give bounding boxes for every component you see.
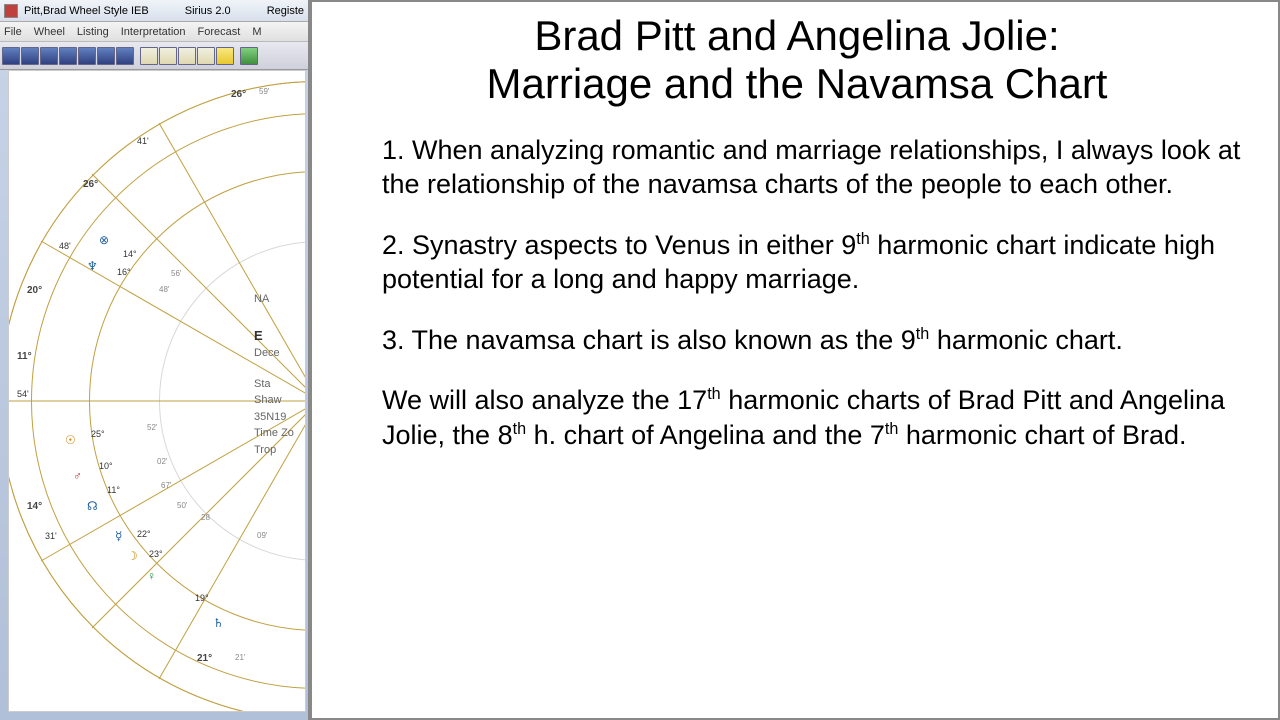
info-l7: Time Zo: [254, 425, 294, 442]
chart-info: NA E Dece Sta Shaw 35N19 Time Zo Trop: [254, 291, 294, 458]
info-l1: NA: [254, 291, 294, 308]
lbl: 54': [17, 389, 29, 399]
lbl: 56': [171, 269, 181, 278]
tb-13[interactable]: [240, 47, 258, 65]
lbl: 48': [59, 241, 71, 251]
title-text: Pitt,Brad Wheel Style IEB: [24, 5, 149, 17]
menu-forecast[interactable]: Forecast: [198, 26, 241, 38]
tb-7[interactable]: [116, 47, 134, 65]
slide-title: Brad Pitt and Angelina Jolie: Marriage a…: [352, 12, 1242, 109]
chart-canvas: 26° 59' 41' 26° 48' 20° 11° 54' 14° 31' …: [8, 70, 306, 712]
menu-listing[interactable]: Listing: [77, 26, 109, 38]
info-l6: 35N19: [254, 409, 294, 426]
menubar: File Wheel Listing Interpretation Foreca…: [0, 22, 308, 42]
info-l5: Shaw: [254, 392, 294, 409]
tb-10[interactable]: [178, 47, 196, 65]
moon-icon: ☽: [127, 549, 138, 564]
slide-para-2: 2. Synastry aspects to Venus in either 9…: [382, 228, 1242, 297]
title-reg: Registe: [267, 5, 304, 17]
venus-icon: ♀: [147, 569, 156, 584]
lbl: 21': [235, 653, 245, 662]
tb-1[interactable]: [2, 47, 20, 65]
menu-file[interactable]: File: [4, 26, 22, 38]
window-titlebar[interactable]: Pitt,Brad Wheel Style IEB Sirius 2.0 Reg…: [0, 0, 308, 22]
saturn-icon: ♄: [213, 616, 224, 631]
lbl: 50': [177, 501, 187, 510]
node-icon: ☊: [87, 499, 98, 514]
lbl: 59': [259, 87, 269, 96]
tb-6[interactable]: [97, 47, 115, 65]
lbl: 26°: [83, 179, 98, 190]
lbl: 31': [45, 531, 57, 541]
tb-12[interactable]: [216, 47, 234, 65]
lbl: 23°: [149, 549, 163, 559]
presentation-slide: Brad Pitt and Angelina Jolie: Marriage a…: [310, 0, 1280, 720]
menu-interpretation[interactable]: Interpretation: [121, 26, 186, 38]
info-l2: E: [254, 326, 294, 346]
tb-2[interactable]: [21, 47, 39, 65]
lbl: 21°: [197, 653, 212, 664]
lbl: 67': [161, 481, 171, 490]
sun-icon: ☉: [65, 433, 76, 448]
lbl: 20°: [27, 285, 42, 296]
lbl: 14°: [123, 249, 137, 259]
lbl: 10°: [99, 461, 113, 471]
toolbar: [0, 42, 308, 70]
lbl: 19°: [195, 593, 209, 603]
slide-para-1: 1. When analyzing romantic and marriage …: [382, 133, 1242, 202]
app-icon: [4, 4, 18, 18]
astrology-app-window: Pitt,Brad Wheel Style IEB Sirius 2.0 Reg…: [0, 0, 310, 720]
tb-5[interactable]: [78, 47, 96, 65]
mercury-icon: ☿: [115, 529, 122, 544]
menu-more[interactable]: M: [252, 26, 261, 38]
lbl: 02': [157, 457, 167, 466]
tb-9[interactable]: [159, 47, 177, 65]
tb-11[interactable]: [197, 47, 215, 65]
lbl: 26°: [231, 89, 246, 100]
lbl: 22°: [137, 529, 151, 539]
title-app: Sirius 2.0: [185, 5, 231, 17]
lbl: 25°: [91, 429, 105, 439]
slide-para-3: 3. The navamsa chart is also known as th…: [382, 323, 1242, 358]
fortune-icon: ⊗: [99, 233, 109, 248]
slide-para-4: We will also analyze the 17th harmonic c…: [382, 383, 1242, 452]
lbl: 16°: [117, 267, 131, 277]
info-l4: Sta: [254, 376, 294, 393]
lbl: 09': [257, 531, 267, 540]
lbl: 48': [159, 285, 169, 294]
lbl: 11°: [107, 485, 120, 495]
lbl: 41': [137, 136, 149, 146]
neptune-icon: ♆: [87, 259, 98, 274]
tb-4[interactable]: [59, 47, 77, 65]
lbl: 14°: [27, 501, 42, 512]
lbl: 11°: [17, 351, 32, 362]
lbl: 28: [201, 513, 210, 522]
tb-8[interactable]: [140, 47, 158, 65]
info-l3: Dece: [254, 345, 294, 362]
mars-icon: ♂: [73, 469, 82, 484]
info-l8: Trop: [254, 442, 294, 459]
menu-wheel[interactable]: Wheel: [34, 26, 65, 38]
tb-3[interactable]: [40, 47, 58, 65]
lbl: 52': [147, 423, 157, 432]
